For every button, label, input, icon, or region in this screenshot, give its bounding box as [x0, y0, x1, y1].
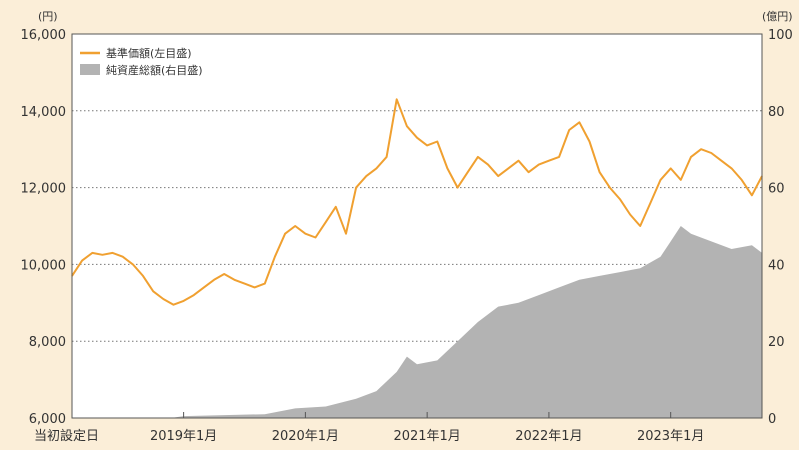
x-tick-label: 2022年1月 [515, 429, 582, 444]
right-tick-label: 100 [768, 28, 793, 43]
nav-price-line-layer [71, 98, 763, 306]
x-tick-label: 2020年1月 [272, 429, 339, 444]
legend: 基準価額(左目盛) 純資産総額(右目盛) [80, 46, 203, 77]
left-tick-label: 16,000 [21, 28, 67, 43]
right-tick-label: 0 [768, 412, 776, 427]
plot-frame [71, 33, 763, 419]
x-tick-label: 2019年1月 [150, 429, 217, 444]
x-label-inception: 当初設定日 [34, 428, 99, 444]
net-assets-area-layer [72, 226, 762, 418]
left-axis-ticks: 6,000 8,000 10,000 12,000 14,000 16,000 [21, 28, 67, 427]
left-tick-label: 12,000 [21, 182, 67, 197]
left-tick-label: 10,000 [21, 258, 67, 273]
x-tick-label: 2021年1月 [393, 429, 460, 444]
right-tick-label: 80 [768, 105, 785, 120]
right-tick-label: 60 [768, 182, 785, 197]
left-axis-unit: (円) [38, 10, 58, 23]
right-axis-ticks: 0 20 40 60 80 100 [768, 28, 793, 427]
x-axis-ticks: 当初設定日 2019年1月 2020年1月 2021年1月 2022年1月 2023年1月 [34, 412, 704, 444]
legend-label-nav-price: 基準価額(左目盛) [106, 46, 192, 60]
x-tick-label: 2023年1月 [637, 429, 704, 444]
right-tick-label: 20 [768, 335, 785, 350]
nav-price-line [71, 98, 763, 306]
left-tick-label: 8,000 [29, 335, 66, 350]
net-assets-area [72, 226, 762, 418]
left-tick-label: 14,000 [21, 105, 67, 120]
gridlines [72, 110, 762, 342]
left-tick-label: 6,000 [29, 412, 66, 427]
legend-swatch-net-assets [80, 64, 100, 75]
legend-label-net-assets: 純資産総額(右目盛) [106, 63, 203, 77]
right-tick-label: 40 [768, 258, 785, 273]
right-axis-unit: (億円) [762, 10, 793, 23]
